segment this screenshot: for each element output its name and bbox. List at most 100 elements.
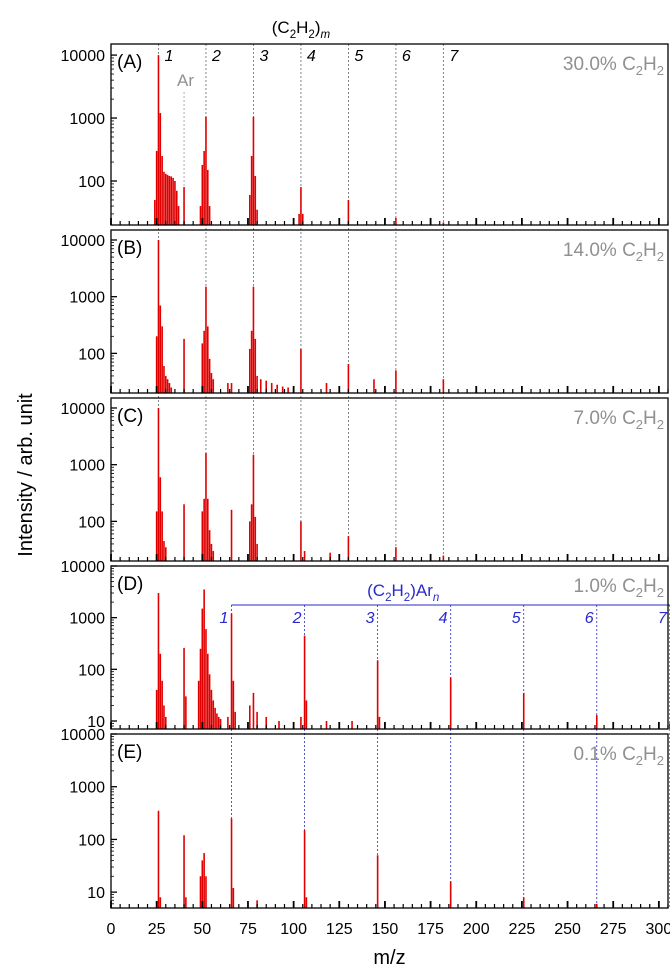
top-series-index: 1: [164, 48, 173, 65]
bottom-series-label: (C2H2)Arn: [367, 581, 439, 604]
panel-frame: [110, 397, 669, 562]
concentration-part: 14.0% C: [563, 240, 636, 261]
y-tick-label: 10000: [61, 401, 106, 418]
concentration-part: 2: [636, 585, 643, 600]
x-tick-label: 250: [554, 921, 581, 938]
y-tick-label: 10000: [61, 233, 106, 250]
x-tick-label: 125: [326, 921, 353, 938]
panel-frame: [110, 733, 669, 909]
y-tick-label: 10000: [61, 727, 106, 744]
concentration-part: 1.0% C: [573, 576, 635, 597]
x-tick-label: 50: [193, 921, 211, 938]
axes-layer: [110, 43, 669, 909]
concentration-label: 7.0% C2H2: [573, 408, 664, 432]
concentration-part: H: [643, 576, 657, 597]
label-part: 2: [308, 29, 314, 41]
top-series-index: 7: [449, 48, 459, 65]
panel-label: (E): [117, 742, 142, 763]
panel-frame: [110, 229, 669, 394]
y-tick-label: 1000: [69, 111, 105, 128]
concentration-part: H: [643, 240, 657, 261]
top-series-index: 3: [259, 48, 268, 65]
x-tick-label: 75: [239, 921, 257, 938]
bottom-series-index: 7: [658, 610, 668, 627]
x-tick-label: 0: [107, 921, 116, 938]
x-tick-label: 150: [372, 921, 399, 938]
label-part: H: [391, 581, 403, 600]
concentration-part: H: [643, 408, 657, 429]
y-tick-label: 100: [78, 174, 105, 191]
panel-frame: [110, 565, 669, 730]
y-tick-label: 100: [78, 514, 105, 531]
x-tick-label: 25: [148, 921, 166, 938]
top-series-index: 2: [211, 48, 221, 65]
peaks-layer: [154, 55, 670, 908]
concentration-part: 7.0% C: [573, 408, 635, 429]
y-tick-label: 10: [87, 885, 105, 902]
bottom-series-index: 1: [220, 610, 229, 627]
y-tick-label: 10: [87, 714, 105, 731]
y-tick-label: 100: [78, 346, 105, 363]
concentration-label: 30.0% C2H2: [563, 54, 664, 78]
bottom-series-index: 3: [366, 610, 375, 627]
top-series-index: 5: [354, 48, 363, 65]
y-tick-label: 100: [78, 662, 105, 679]
label-part: 2: [385, 592, 391, 604]
label-part: )Ar: [410, 581, 433, 600]
panel-label: (B): [117, 238, 142, 259]
label-part: (C: [367, 581, 385, 600]
label-part: H: [296, 18, 308, 37]
panel-label: (A): [117, 52, 142, 73]
label-part: m: [320, 29, 330, 41]
concentration-part: 2: [657, 753, 664, 768]
concentration-part: H: [643, 54, 657, 75]
concentration-part: 2: [636, 63, 643, 78]
panel-label: (D): [117, 574, 143, 595]
bottom-series-index: 4: [439, 610, 448, 627]
concentration-part: 2: [657, 249, 664, 264]
concentration-label: 14.0% C2H2: [563, 240, 664, 264]
top-series-index: 4: [307, 48, 316, 65]
y-tick-label: 10000: [61, 48, 106, 65]
y-axis-title: Intensity / arb. unit: [15, 393, 37, 557]
y-tick-label: 1000: [69, 290, 105, 307]
x-tick-label: 200: [463, 921, 490, 938]
concentration-part: 0.1% C: [573, 744, 635, 765]
concentration-part: 2: [636, 249, 643, 264]
y-tick-label: 1000: [69, 611, 105, 628]
y-tick-label: 1000: [69, 780, 105, 797]
label-part: ): [315, 18, 321, 37]
concentration-part: 2: [636, 753, 643, 768]
concentration-label: 0.1% C2H2: [573, 744, 664, 768]
y-tick-label: 10000: [61, 559, 106, 576]
concentration-part: 2: [657, 417, 664, 432]
concentration-part: 30.0% C: [563, 54, 636, 75]
panel-label: (C): [117, 406, 143, 427]
x-tick-label: 225: [509, 921, 536, 938]
x-tick-label: 300: [646, 921, 670, 938]
bottom-series-index: 5: [512, 610, 521, 627]
label-part: 2: [290, 29, 296, 41]
concentration-label: 1.0% C2H2: [573, 576, 664, 600]
x-tick-label: 175: [417, 921, 444, 938]
top-series-index: 6: [402, 48, 411, 65]
concentration-part: 2: [636, 417, 643, 432]
top-series-label: (C2H2)m: [272, 18, 331, 41]
label-part: n: [433, 592, 439, 604]
concentration-part: 2: [657, 63, 664, 78]
x-tick-label: 275: [600, 921, 627, 938]
concentration-part: 2: [657, 585, 664, 600]
bottom-series-index: 2: [292, 610, 302, 627]
y-tick-label: 100: [78, 832, 105, 849]
label-part: (C: [272, 18, 290, 37]
x-tick-label: 100: [280, 921, 307, 938]
x-axis-title: m/z: [373, 947, 405, 969]
guide-lines-layer: [158, 43, 670, 908]
ar-label: Ar: [177, 71, 194, 90]
label-part: 2: [404, 592, 410, 604]
panel-frame: [110, 43, 669, 226]
y-tick-label: 1000: [69, 458, 105, 475]
bottom-series-index: 6: [585, 610, 594, 627]
